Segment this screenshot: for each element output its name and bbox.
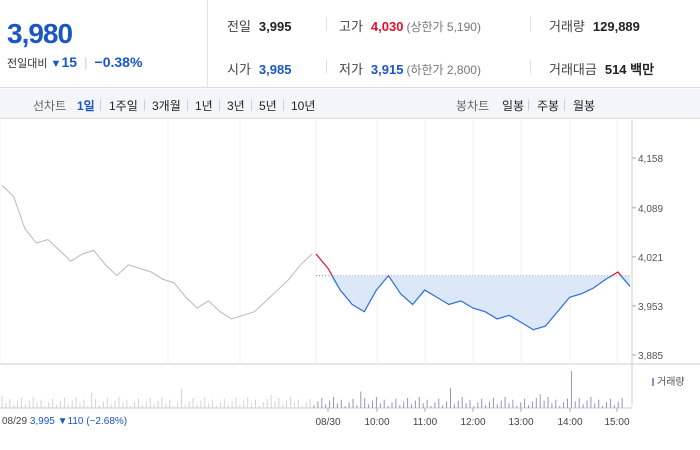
line-chart-label: 선차트 xyxy=(33,99,67,113)
volume-cell: 거래량 129,889 xyxy=(549,16,640,35)
x-tick-label: 11:00 xyxy=(413,417,438,428)
prev-close-cell: 전일 3,995 xyxy=(227,16,291,35)
prev-day-summary: 08/29 3,995 ▼110 (−2.68%) xyxy=(2,416,127,427)
x-tick-label: 10:00 xyxy=(364,417,389,428)
prev-day-change: ▼110 xyxy=(57,416,84,427)
open-value: 3,985 xyxy=(258,62,292,77)
tab-5years[interactable]: 5년 xyxy=(259,99,277,113)
volume-legend-swatch xyxy=(652,378,654,386)
divider xyxy=(530,17,531,31)
volume-legend: 거래량 xyxy=(652,373,685,388)
amount-value: 514 백만 xyxy=(604,62,655,77)
price-chart[interactable]: 4,158 4,089 4,021 3,953 3,885 08/30 10:00 11:00… xyxy=(0,120,700,450)
low-cell: 저가 3,915 (하한가 2,800) xyxy=(339,59,481,78)
candle-chart-label: 봉차트 xyxy=(456,99,490,113)
x-tick-label: 13:00 xyxy=(508,417,533,428)
upper-limit: (상한가 5,190) xyxy=(406,20,481,34)
current-day-line-down xyxy=(331,275,631,331)
change-row: 전일대비 ▼15 | −0.38% xyxy=(7,54,142,71)
current-price-box: 3,980 전일대비 ▼15 | −0.38% xyxy=(0,0,208,88)
chart-period-tabs: 선차트 1일 | 1주일 | 3개월 | 1년 | 3년 | 5년 | 10년 … xyxy=(0,89,700,119)
high-cell: 고가 4,030 (상한가 5,190) xyxy=(339,16,481,35)
tab-divider: | xyxy=(143,97,147,111)
high-label: 고가 xyxy=(339,19,363,34)
tab-3months[interactable]: 3개월 xyxy=(152,99,181,113)
tab-daily-candle[interactable]: 일봉 xyxy=(502,99,525,113)
open-label: 시가 xyxy=(227,62,251,77)
current-price: 3,980 xyxy=(7,18,73,49)
tab-1year[interactable]: 1년 xyxy=(195,99,213,113)
volume-legend-label: 거래량 xyxy=(657,377,685,388)
y-tick-label: 4,158 xyxy=(638,154,663,165)
tab-divider: | xyxy=(563,97,567,111)
high-value: 4,030 xyxy=(370,19,404,34)
open-cell: 시가 3,985 xyxy=(227,59,291,78)
tab-3years[interactable]: 3년 xyxy=(227,99,245,113)
amount-label: 거래대금 xyxy=(549,62,597,77)
volume-label: 거래량 xyxy=(549,19,585,34)
prev-day-close: 3,995 xyxy=(29,416,55,427)
tab-10years[interactable]: 10년 xyxy=(291,99,316,113)
tab-divider: | xyxy=(527,97,531,111)
tab-1day[interactable]: 1일 xyxy=(77,99,95,113)
change-value: 15 xyxy=(61,54,78,70)
tab-weekly-candle[interactable]: 주봉 xyxy=(537,99,560,113)
amount-cell: 거래대금 514 백만 xyxy=(549,59,654,78)
tab-divider: | xyxy=(218,97,222,111)
tab-divider: | xyxy=(186,97,190,111)
below-close-area xyxy=(316,275,630,330)
x-tick-label: 12:00 xyxy=(460,417,485,428)
prev-close-label: 전일 xyxy=(227,19,251,34)
divider xyxy=(326,60,327,74)
change-divider: | xyxy=(84,55,88,70)
down-arrow-icon: ▼ xyxy=(50,58,62,70)
x-tick-label: 14:00 xyxy=(557,417,582,428)
tab-1week[interactable]: 1주일 xyxy=(109,99,138,113)
divider xyxy=(530,60,531,74)
y-tick-label: 3,953 xyxy=(638,302,663,313)
low-value: 3,915 xyxy=(370,62,404,77)
volume-value: 129,889 xyxy=(592,19,640,34)
low-label: 저가 xyxy=(339,62,363,77)
tab-divider: | xyxy=(99,97,103,111)
tab-divider: | xyxy=(250,97,254,111)
change-label: 전일대비 xyxy=(7,58,48,70)
tab-monthly-candle[interactable]: 월봉 xyxy=(573,99,596,113)
lower-limit: (하한가 2,800) xyxy=(406,63,481,77)
prev-day-change-pct: (−2.68%) xyxy=(86,416,128,427)
prev-close-value: 3,995 xyxy=(258,19,292,34)
change-percent: −0.38% xyxy=(94,54,143,70)
x-tick-label: 15:00 xyxy=(604,417,629,428)
y-tick-label: 3,885 xyxy=(638,351,663,362)
prev-day-date: 08/29 xyxy=(2,416,28,427)
price-summary: 3,980 전일대비 ▼15 | −0.38% 전일 3,995 고가 4,030(… xyxy=(0,0,700,88)
divider xyxy=(326,17,327,31)
prev-day-line xyxy=(1,185,313,320)
x-tick-label: 08/30 xyxy=(315,417,340,428)
tab-divider: | xyxy=(282,97,286,111)
y-tick-label: 4,089 xyxy=(638,204,663,215)
y-tick-label: 4,021 xyxy=(638,253,663,264)
